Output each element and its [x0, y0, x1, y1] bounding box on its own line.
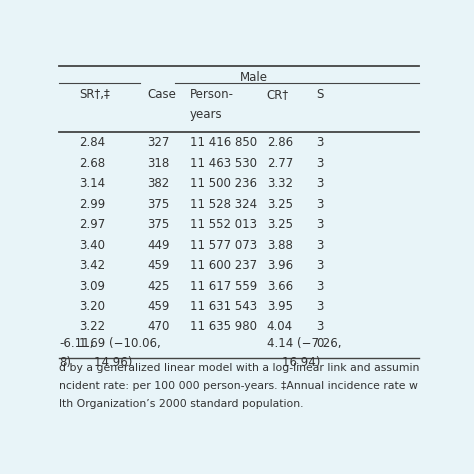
Text: 3.20: 3.20	[80, 300, 105, 313]
Text: 3.88: 3.88	[267, 238, 292, 252]
Text: 0: 0	[316, 337, 324, 350]
Text: CR†: CR†	[267, 88, 289, 101]
Text: SR†,‡: SR†,‡	[80, 88, 110, 101]
Text: 11 528 324: 11 528 324	[190, 198, 257, 211]
Text: 2.68: 2.68	[80, 157, 106, 170]
Text: 4.14 (−7.26,: 4.14 (−7.26,	[267, 337, 341, 350]
Text: years: years	[190, 108, 222, 121]
Text: 3.96: 3.96	[267, 259, 293, 272]
Text: ncident rate: per 100 000 person-years. ‡Annual incidence rate w: ncident rate: per 100 000 person-years. …	[59, 381, 418, 391]
Text: 11 416 850: 11 416 850	[190, 137, 257, 149]
Text: 11 600 237: 11 600 237	[190, 259, 257, 272]
Text: Case: Case	[147, 88, 176, 101]
Text: d by a generalized linear model with a log-linear link and assumin: d by a generalized linear model with a l…	[59, 364, 419, 374]
Text: 11 577 073: 11 577 073	[190, 238, 257, 252]
Text: 3: 3	[316, 280, 324, 292]
Text: 3.14: 3.14	[80, 177, 106, 191]
Text: 11 617 559: 11 617 559	[190, 280, 257, 292]
Text: -6.11,: -6.11,	[59, 337, 94, 350]
Text: 318: 318	[147, 157, 170, 170]
Text: 3.25: 3.25	[267, 198, 293, 211]
Text: S: S	[316, 88, 324, 101]
Text: 3.95: 3.95	[267, 300, 293, 313]
Text: 375: 375	[147, 218, 170, 231]
Text: 2.84: 2.84	[80, 137, 106, 149]
Text: 459: 459	[147, 259, 170, 272]
Text: 327: 327	[147, 137, 170, 149]
Text: 11 552 013: 11 552 013	[190, 218, 256, 231]
Text: 3.32: 3.32	[267, 177, 293, 191]
Text: 449: 449	[147, 238, 170, 252]
Text: 2.97: 2.97	[80, 218, 106, 231]
Text: 3.40: 3.40	[80, 238, 105, 252]
Text: 3: 3	[316, 157, 324, 170]
Text: 16.94): 16.94)	[267, 356, 320, 369]
Text: 4.04: 4.04	[267, 320, 293, 333]
Text: 2.99: 2.99	[80, 198, 106, 211]
Text: 459: 459	[147, 300, 170, 313]
Text: 3: 3	[316, 238, 324, 252]
Text: lth Organization’s 2000 standard population.: lth Organization’s 2000 standard populat…	[59, 399, 304, 409]
Text: 375: 375	[147, 198, 170, 211]
Text: 3: 3	[316, 259, 324, 272]
Text: 3: 3	[316, 320, 324, 333]
Text: 3: 3	[316, 137, 324, 149]
Text: 2.86: 2.86	[267, 137, 293, 149]
Text: 3: 3	[316, 198, 324, 211]
Text: 8): 8)	[59, 356, 71, 369]
Text: 425: 425	[147, 280, 170, 292]
Text: 382: 382	[147, 177, 170, 191]
Text: 14.96): 14.96)	[80, 356, 133, 369]
Text: 1.69 (−10.06,: 1.69 (−10.06,	[80, 337, 161, 350]
Text: 2.77: 2.77	[267, 157, 293, 170]
Text: 3.25: 3.25	[267, 218, 293, 231]
Text: 3.42: 3.42	[80, 259, 106, 272]
Text: 3: 3	[316, 218, 324, 231]
Text: 3.09: 3.09	[80, 280, 105, 292]
Text: 11 500 236: 11 500 236	[190, 177, 256, 191]
Text: Person-: Person-	[190, 88, 234, 101]
Text: 3.22: 3.22	[80, 320, 106, 333]
Text: 11 635 980: 11 635 980	[190, 320, 256, 333]
Text: 470: 470	[147, 320, 170, 333]
Text: 3: 3	[316, 300, 324, 313]
Text: 3.66: 3.66	[267, 280, 293, 292]
Text: 3: 3	[316, 177, 324, 191]
Text: 11 631 543: 11 631 543	[190, 300, 257, 313]
Text: Male: Male	[240, 71, 268, 84]
Text: 11 463 530: 11 463 530	[190, 157, 256, 170]
